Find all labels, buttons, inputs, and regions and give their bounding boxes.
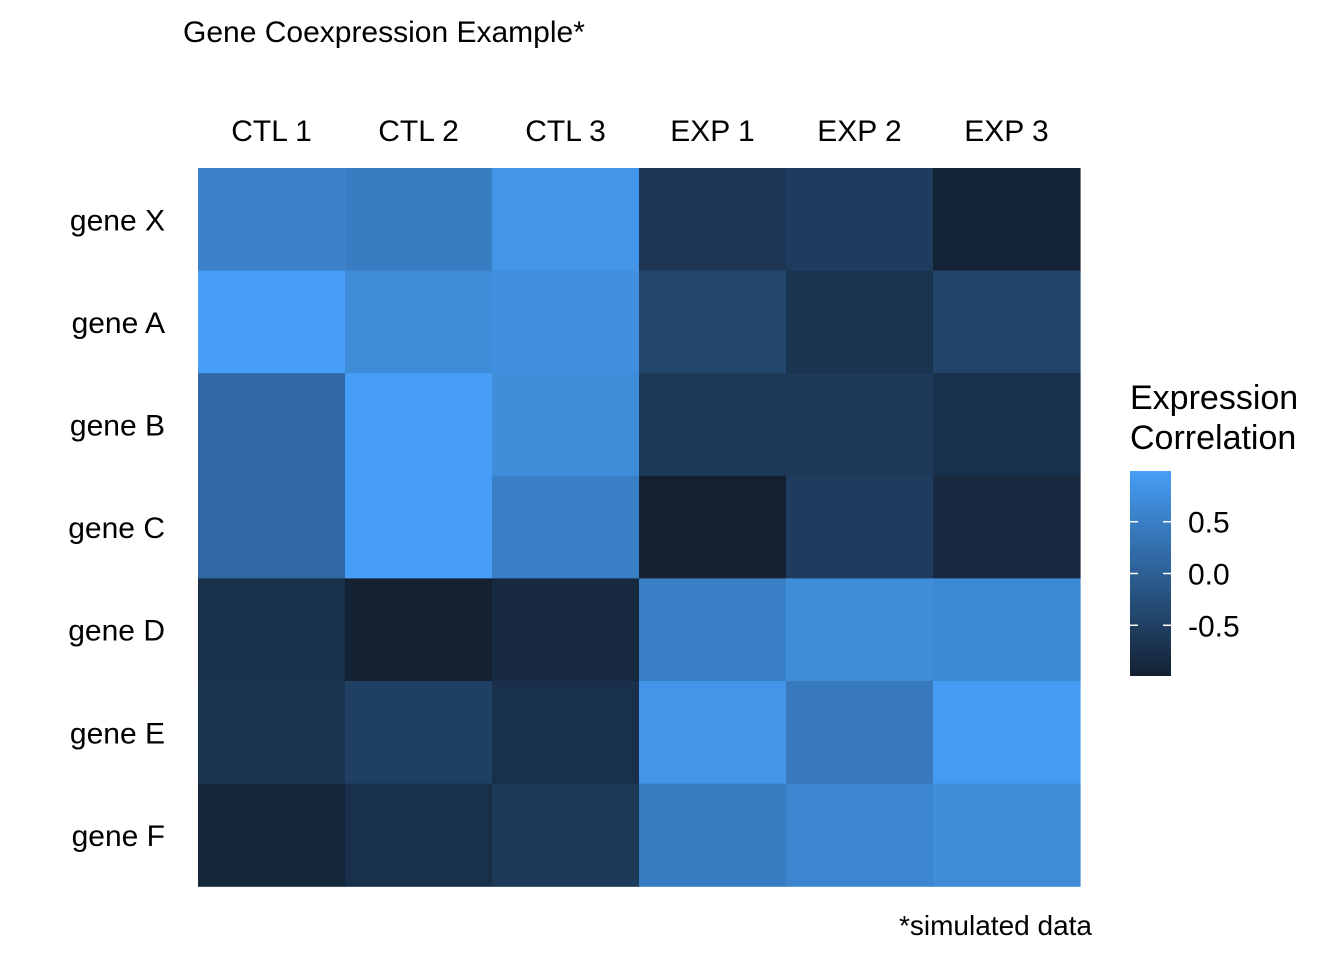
column-label: CTL 1 [231,115,312,148]
heatmap-cell-6-1 [198,681,346,785]
heatmap-cell-7-4 [639,783,787,887]
heatmap-cell-6-5 [786,681,934,785]
heatmap-cell-2-3 [492,270,640,374]
heatmap-cell-5-4 [639,578,787,682]
heatmap-cell-2-5 [786,270,934,374]
heatmap-cell-1-2 [345,168,493,272]
legend-ticks: 0.5 0.0 -0.5 [1130,507,1240,643]
heatmap-cell-1-1 [198,168,346,272]
heatmap-cell-6-3 [492,681,640,785]
heatmap-cell-6-4 [639,681,787,785]
heatmap-cell-7-1 [198,783,346,887]
heatmap-cell-4-4 [639,475,787,579]
heatmap-cell-1-6 [933,168,1081,272]
heatmap-cell-4-1 [198,475,346,579]
row-label: gene X [70,204,165,237]
column-label: EXP 2 [817,115,902,148]
column-label: CTL 2 [378,115,459,148]
heatmap-cell-7-2 [345,783,493,887]
heatmap-cell-5-3 [492,578,640,682]
legend-tick-label: -0.5 [1188,610,1240,643]
heatmap-cell-6-2 [345,681,493,785]
heatmap-cell-3-3 [492,373,640,477]
column-label: EXP 1 [670,115,755,148]
heatmap-cells [198,168,1081,887]
row-label: gene B [70,410,165,443]
row-label: gene A [72,307,165,340]
heatmap-cell-4-3 [492,475,640,579]
column-label: EXP 3 [964,115,1049,148]
row-label: gene F [72,820,165,853]
heatmap-cell-5-6 [933,578,1081,682]
chart-title: Gene Coexpression Example* [183,16,585,49]
legend-tick-label: 0.0 [1188,559,1230,592]
heatmap-cell-3-6 [933,373,1081,477]
heatmap-cell-2-1 [198,270,346,374]
heatmap-cell-4-6 [933,475,1081,579]
heatmap-cell-4-5 [786,475,934,579]
row-label: gene E [70,717,165,750]
heatmap-cell-1-5 [786,168,934,272]
legend-title-line-2: Correlation [1130,419,1296,457]
heatmap-cell-7-6 [933,783,1081,887]
legend-tick-label: 0.5 [1188,507,1230,540]
heatmap-cell-2-2 [345,270,493,374]
column-label: CTL 3 [525,115,606,148]
heatmap-cell-2-4 [639,270,787,374]
heatmap-cell-3-2 [345,373,493,477]
legend-title-line-1: Expression [1130,379,1298,417]
heatmap-cell-3-5 [786,373,934,477]
legend: Expression Correlation 0.5 0.0 -0.5 [1130,379,1298,676]
heatmap-cell-7-5 [786,783,934,887]
heatmap-cell-3-1 [198,373,346,477]
heatmap-cell-2-6 [933,270,1081,374]
heatmap-cell-1-4 [639,168,787,272]
heatmap-cell-5-1 [198,578,346,682]
row-labels: gene X gene A gene B gene C gene D gene E gene… [68,204,165,853]
heatmap-cell-6-6 [933,681,1081,785]
heatmap-cell-5-5 [786,578,934,682]
heatmap-cell-1-3 [492,168,640,272]
chart-caption: *simulated data [899,910,1092,941]
heatmap-cell-5-2 [345,578,493,682]
row-label: gene D [68,615,165,648]
heatmap-cell-4-2 [345,475,493,579]
heatmap-cell-7-3 [492,783,640,887]
column-labels: CTL 1 CTL 2 CTL 3 EXP 1 EXP 2 EXP 3 [231,115,1049,148]
row-label: gene C [68,512,165,545]
heatmap-cell-3-4 [639,373,787,477]
